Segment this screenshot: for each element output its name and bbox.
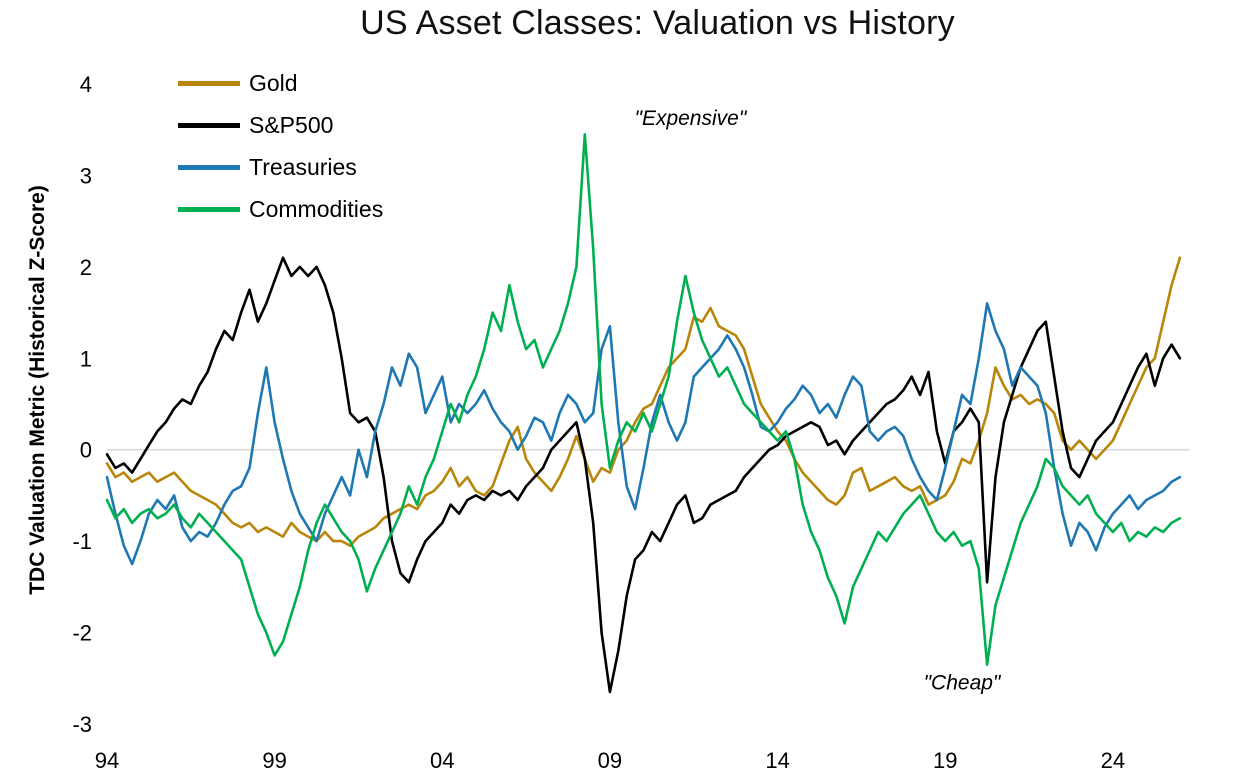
x-tick-label-94: 94 xyxy=(95,748,119,773)
legend-item-commodities: Commodities xyxy=(178,188,383,230)
series-line-sp500 xyxy=(105,256,1182,694)
chart-title: US Asset Classes: Valuation vs History xyxy=(360,4,955,42)
legend-swatch-treasuries xyxy=(178,164,240,170)
y-tick-label-4: 4 xyxy=(80,72,92,97)
annotation-expensive: "Expensive" xyxy=(634,107,747,130)
y-tick-label-3: 3 xyxy=(80,163,92,188)
legend-label-sp500: S&P500 xyxy=(249,111,334,138)
y-tick-label-2: 2 xyxy=(80,255,92,280)
x-tick-label-24: 24 xyxy=(1101,748,1125,773)
legend-label-commodities: Commodities xyxy=(249,195,384,222)
annotation-cheap: "Cheap" xyxy=(924,671,1002,694)
x-tick-label-14: 14 xyxy=(765,748,789,773)
x-tick-label-04: 04 xyxy=(430,748,454,773)
legend-label-gold: Gold xyxy=(249,69,298,96)
legend-item-sp500: S&P500 xyxy=(178,104,383,146)
series-line-gold xyxy=(105,256,1182,548)
legend-label-treasuries: Treasuries xyxy=(249,153,357,180)
x-tick-label-09: 09 xyxy=(598,748,622,773)
legend: Gold S&P500 Treasuries Commodities xyxy=(178,62,383,230)
legend-swatch-commodities xyxy=(178,206,240,212)
y-tick-label--1: -1 xyxy=(72,529,92,554)
series-line-treasuries xyxy=(105,302,1182,566)
legend-swatch-sp500 xyxy=(178,122,240,128)
legend-swatch-gold xyxy=(178,80,240,86)
x-tick-label-19: 19 xyxy=(933,748,957,773)
x-tick-label-99: 99 xyxy=(262,748,286,773)
legend-item-gold: Gold xyxy=(178,62,383,104)
y-tick-label--3: -3 xyxy=(72,712,92,737)
y-tick-label-0: 0 xyxy=(80,438,92,463)
series-line-commodities xyxy=(105,133,1182,666)
y-tick-label--2: -2 xyxy=(72,621,92,646)
y-tick-label-1: 1 xyxy=(80,346,92,371)
legend-item-treasuries: Treasuries xyxy=(178,146,383,188)
